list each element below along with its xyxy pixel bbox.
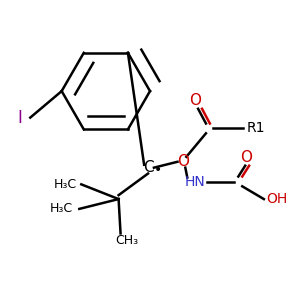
Text: H₃C: H₃C [54,178,77,191]
Text: CH₃: CH₃ [116,234,139,247]
Text: C: C [143,160,153,175]
Text: HN: HN [185,176,206,189]
Text: O: O [177,154,189,169]
Text: R1: R1 [246,122,265,135]
Text: H₃C: H₃C [50,202,73,215]
Text: O: O [189,93,201,108]
Text: OH: OH [266,192,287,206]
Text: O: O [240,150,252,165]
Text: I: I [17,109,22,127]
Text: •: • [154,163,162,177]
